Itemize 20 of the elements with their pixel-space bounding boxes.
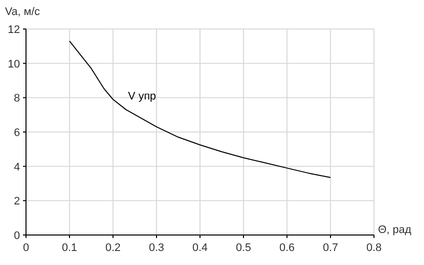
x-tick-label: 0.1 — [62, 242, 78, 254]
y-tick-label: 2 — [14, 196, 20, 208]
line-series — [69, 40, 331, 178]
x-tick-label: 0.3 — [148, 242, 164, 254]
x-tick-label: 0.8 — [366, 242, 382, 254]
y-tick-label: 8 — [14, 92, 20, 105]
y-tick-label: 12 — [8, 24, 20, 36]
y-tick-label: 0 — [14, 230, 20, 242]
y-axis-title: Va, м/с — [5, 6, 40, 18]
x-axis-title: Θ, рад — [378, 224, 412, 236]
x-tick-label: 0.7 — [322, 242, 338, 254]
y-tick-label: 10 — [8, 58, 20, 70]
x-tick-label: 0.6 — [279, 242, 295, 254]
x-tick-label: 0.2 — [105, 242, 121, 254]
x-tick-label: 0.5 — [236, 242, 252, 254]
y-tick-label: 4 — [14, 161, 20, 174]
series-label: V упр — [128, 90, 156, 103]
x-tick-label: 0 — [22, 242, 30, 254]
x-tick-label: 0.4 — [192, 242, 208, 254]
y-tick-label: 6 — [14, 127, 20, 139]
